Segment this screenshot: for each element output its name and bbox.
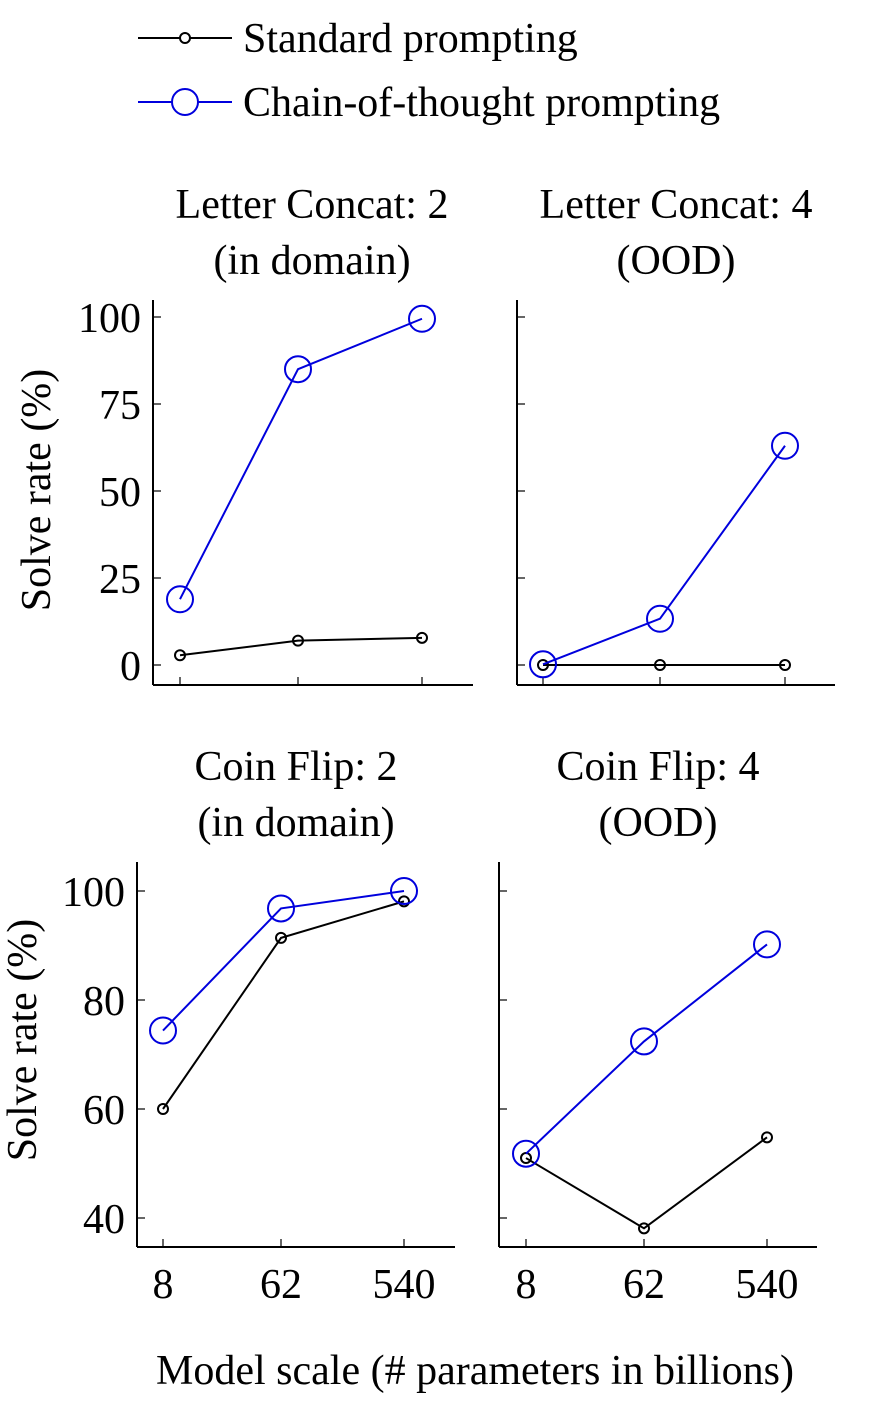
data-point-cot (529, 650, 557, 679)
y-tick-label: 50 (99, 470, 141, 516)
data-point-standard (654, 659, 666, 671)
data-point-standard (537, 659, 549, 671)
x-tick-label: 540 (373, 1262, 436, 1308)
panel-3: Coin Flip: 2 (in domain) 40 60 80 100 8 62 540 So… (0, 744, 455, 1308)
series-line-standard (179, 636, 423, 657)
data-point-standard (761, 1131, 773, 1144)
y-axis-label: Solve rate (%) (0, 919, 46, 1162)
y-tick-label: 60 (83, 1088, 125, 1134)
panel-title-line: Coin Flip: 4 (556, 744, 759, 790)
series-line-cot (525, 943, 768, 1155)
data-point-cot (149, 1016, 177, 1045)
panel-1: Letter Concat: 2 (in domain) 0 25 50 75 100 Sol… (14, 182, 473, 690)
panel-title-line: Letter Concat: 4 (540, 182, 813, 228)
data-point-standard (416, 631, 428, 644)
legend-item-cot: Chain-of-thought prompting (138, 80, 720, 126)
x-axis-label: Model scale (# parameters in billions) (156, 1348, 794, 1394)
series-line-cot (542, 445, 786, 666)
x-tick-label: 8 (153, 1262, 174, 1308)
data-point-cot (390, 877, 418, 905)
data-point-standard (779, 659, 791, 671)
y-tick-label: 0 (120, 644, 141, 690)
data-point-standard (638, 1222, 650, 1235)
panel-title-line: Coin Flip: 2 (194, 744, 397, 790)
data-point-standard (157, 1103, 169, 1115)
panel-4: Coin Flip: 4 (OOD) 8 62 540 (498, 744, 817, 1308)
panel-title-line: (OOD) (617, 238, 736, 284)
panel-title-line: (in domain) (197, 800, 394, 846)
data-point-standard (275, 931, 287, 944)
data-point-cot (408, 304, 436, 333)
y-tick-label: 100 (62, 870, 125, 916)
panels: Letter Concat: 2 (in domain) 0 25 50 75 100 Sol… (0, 182, 835, 1308)
x-tick-label: 62 (260, 1262, 302, 1308)
legend-swatch-marker-standard (179, 32, 191, 44)
legend-item-standard: Standard prompting (138, 16, 578, 62)
legend: Standard prompting Chain-of-thought prom… (138, 16, 720, 126)
data-point-cot (771, 431, 799, 460)
legend-label-standard: Standard prompting (243, 16, 578, 62)
x-tick-label: 8 (516, 1262, 537, 1308)
y-tick-label: 25 (99, 557, 141, 603)
panel-title-line: (OOD) (599, 800, 718, 846)
data-point-cot (284, 355, 312, 384)
y-tick-label: 40 (83, 1197, 125, 1243)
panel-title-line: (in domain) (213, 238, 410, 284)
y-tick-label: 100 (78, 296, 141, 342)
y-tick-label: 80 (83, 979, 125, 1025)
data-point-standard (292, 634, 304, 647)
data-point-cot (267, 894, 295, 923)
panel-2: Letter Concat: 4 (OOD) (516, 182, 835, 686)
series-line-standard (162, 900, 405, 1110)
x-tick-label: 540 (736, 1262, 799, 1308)
data-point-cot (166, 585, 194, 614)
data-point-cot (512, 1139, 540, 1168)
series-line-cot (162, 890, 405, 1032)
y-axis-label: Solve rate (%) (14, 369, 60, 612)
data-point-cot (630, 1027, 658, 1056)
data-point-standard (174, 649, 186, 662)
legend-label-cot: Chain-of-thought prompting (243, 80, 720, 126)
panel-title-line: Letter Concat: 2 (176, 182, 449, 228)
data-point-cot (753, 930, 781, 959)
series-line-standard (525, 1136, 768, 1230)
series-line-cot (179, 317, 423, 600)
x-tick-label: 62 (623, 1262, 665, 1308)
y-tick-label: 75 (99, 383, 141, 429)
data-point-standard (398, 895, 410, 908)
legend-swatch-marker-cot (171, 88, 199, 116)
data-point-cot (646, 604, 674, 633)
